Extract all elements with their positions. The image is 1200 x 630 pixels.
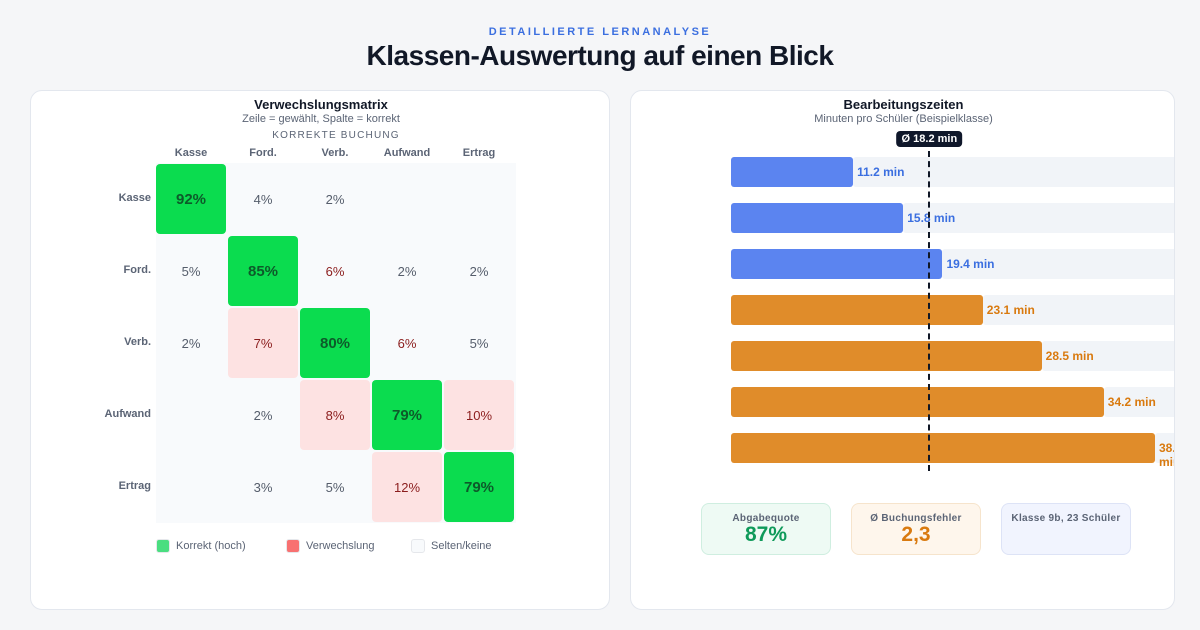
column-header: Aufwand [383, 147, 431, 159]
legend-item: Korrekt (hoch) [156, 539, 246, 553]
legend-swatch [156, 539, 170, 553]
matrix-cell: 2% [181, 335, 201, 351]
matrix-cell: 6% [325, 263, 345, 279]
times-title: Bearbeitungszeiten [843, 97, 964, 112]
bar-label: 11.2 min [857, 165, 905, 179]
legend-swatch [286, 539, 300, 553]
stat-card: Abgabequote 87% [701, 503, 831, 555]
bar-track [853, 157, 1174, 187]
matrix-cell: 5% [469, 335, 489, 351]
eyebrow: DETAILLIERTE LERNANALYSE [488, 26, 712, 38]
time-bar [731, 157, 854, 187]
legend-label: Selten/keine [431, 540, 492, 552]
stat-value: 2,3 [901, 523, 931, 546]
page-title: Klassen-Auswertung auf einen Blick [366, 40, 834, 71]
column-header: Ford. [249, 147, 277, 159]
stat-label: Ø Buchungsfehler [870, 513, 962, 524]
matrix-cell: 85% [228, 236, 298, 306]
matrix-cell: 92% [156, 164, 226, 234]
column-header: Kasse [174, 147, 208, 159]
legend-label: Korrekt (hoch) [176, 540, 246, 552]
matrix-cell: 2% [325, 191, 345, 207]
time-bar [731, 433, 1155, 463]
matrix-cell: 6% [397, 335, 417, 351]
stat-value: 87% [744, 523, 788, 546]
matrix-cell: 4% [253, 191, 273, 207]
matrix-cell: 79% [444, 452, 514, 522]
matrix-cell [156, 380, 226, 450]
time-bar [731, 341, 1042, 371]
time-bar [731, 295, 983, 325]
time-bar [731, 203, 904, 233]
stat-label: Klasse 9b, 23 Schüler [1011, 513, 1121, 524]
matrix-subtitle: Zeile = gewählt, Spalte = korrekt [242, 113, 400, 125]
column-header: Verb. [321, 147, 349, 159]
bar-label: 34.2 min [1107, 395, 1156, 409]
row-header: Aufwand [104, 408, 151, 420]
bar-track [982, 295, 1174, 325]
row-header: Verb. [124, 336, 151, 348]
matrix-cell: 2% [397, 263, 417, 279]
bar-track [1041, 341, 1174, 371]
matrix-cell: 2% [469, 263, 489, 279]
legend-label: Verwechslung [306, 540, 375, 552]
matrix-cell: 8% [300, 380, 370, 450]
stat-card: Ø Buchungsfehler 2,3 [851, 503, 981, 555]
matrix-cell: 7% [228, 308, 298, 378]
matrix-cell: 5% [325, 479, 345, 495]
stat-label: Abgabequote [732, 513, 800, 524]
matrix-cell [156, 452, 226, 522]
bar-label: 28.5 min [1045, 349, 1094, 363]
time-bar [731, 387, 1104, 417]
bar-label: 23.1 min [986, 303, 1035, 317]
matrix-cell: 2% [253, 407, 273, 423]
matrix-axis-label: KORREKTE BUCHUNG [272, 130, 400, 141]
bar-label: 19.4 min [946, 257, 995, 271]
row-header: Kasse [118, 192, 151, 204]
legend-item: Verwechslung [286, 539, 375, 553]
matrix-cell: 79% [372, 380, 442, 450]
column-header: Ertrag [462, 147, 496, 159]
bar-label: 15.8 min [907, 211, 956, 225]
times-subtitle: Minuten pro Schüler (Beispielklasse) [814, 113, 993, 125]
bar-track [942, 249, 1174, 279]
row-header: Ford. [123, 264, 152, 276]
bar-track [1155, 433, 1174, 463]
matrix-cell: 10% [444, 380, 514, 450]
matrix-title: Verwechslungsmatrix [254, 97, 388, 112]
bar-label: 38.9 min [1159, 441, 1174, 469]
confusion-matrix-card: Verwechslungsmatrix Zeile = gewählt, Spa… [30, 90, 610, 610]
bar-track [903, 203, 1174, 233]
legend-swatch [411, 539, 425, 553]
matrix-cell: 80% [300, 308, 370, 378]
legend-item: Selten/keine [411, 539, 492, 553]
time-bar [731, 249, 943, 279]
stat-card: Klasse 9b, 23 Schüler [1001, 503, 1131, 555]
matrix-cell [444, 164, 514, 234]
average-label: Ø 18.2 min [896, 131, 963, 147]
matrix-cell: 5% [181, 263, 201, 279]
row-header: Ertrag [118, 480, 151, 492]
bar-track [1103, 387, 1174, 417]
times-card: Bearbeitungszeiten Minuten pro Schüler (… [630, 90, 1175, 610]
matrix-cell: 12% [372, 452, 442, 522]
matrix-cell [372, 164, 442, 234]
matrix-cell: 3% [253, 479, 273, 495]
average-line [928, 151, 931, 471]
